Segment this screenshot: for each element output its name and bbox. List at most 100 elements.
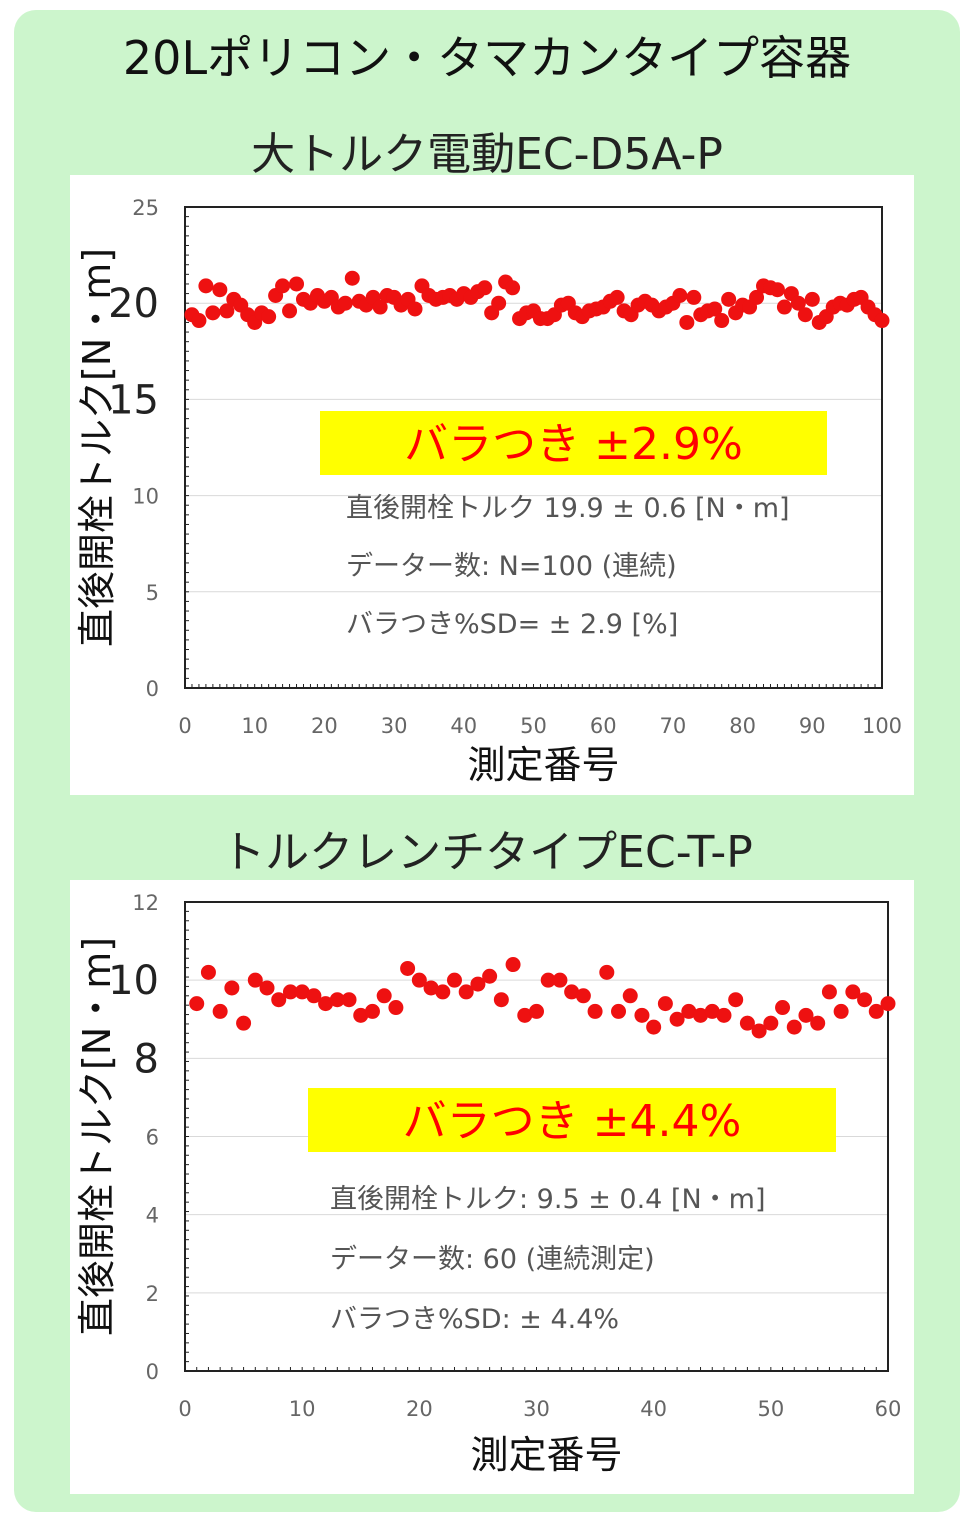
chart2-data-point [880,996,896,1012]
chart2-annotation-2: データー数: 60 (連続測定) [330,1244,655,1275]
chart2-data-point [446,972,462,988]
chart1-data-point [721,291,737,307]
chart2-data-point [529,1003,544,1019]
chart2-data-point [646,1019,662,1035]
chart1-data-point [219,303,235,319]
chart2-y-tick-label: 6 [146,1126,159,1150]
chart2-y-tick-label: 12 [132,891,159,915]
chart1-data-point [289,276,305,292]
chart2-y-tick-label: 4 [146,1204,159,1228]
chart2-annotation-3: バラつき%SD: ± 4.4% [330,1304,619,1335]
chart1-y-axis-label: 直後開栓トルク[N・m] [75,248,119,647]
chart1-data-point [282,303,298,319]
chart2-data-point [212,1003,228,1019]
chart1-data-point [505,280,521,296]
chart1-x-axis-label: 測定番号 [467,743,619,787]
chart2-data-point [318,996,334,1012]
chart1-container: 0 10 20 30 40 50 60 70 80 90 100 0 5 10 15 20 25 測定番号 直後開栓… [70,175,914,795]
chart2-y-tick-label: 8 [134,1036,159,1082]
chart1-x-tick-label: 90 [799,714,826,738]
chart2-data-point [540,972,556,988]
chart2-data-point [681,1003,697,1019]
chart2-x-tick-label: 30 [523,1397,550,1421]
chart2-data-point [857,992,873,1008]
chart1-y-tick-label: 10 [132,485,159,509]
chart2-data-point [247,972,263,988]
chart1-x-tick-label: 10 [241,714,268,738]
chart2-data-point [751,1023,767,1039]
chart1-x-tick-label: 100 [862,714,902,738]
chart2-data-point [868,1003,884,1019]
chart1-annotation-1: 直後開栓トルク 19.9 ± 0.6 [N・m] [346,493,790,524]
chart1-data-point [672,288,688,304]
chart1-data-point [609,289,625,305]
chart2-y-tick-label: 0 [146,1360,159,1384]
chart2-banner-bg [308,1088,836,1152]
chart2-data-point [329,992,345,1008]
chart2-data-point [482,968,498,984]
chart1-x-tick-label: 20 [311,714,338,738]
page-title: 20Lポリコン・タマカンタイプ容器 [122,31,852,85]
chart2-data-point [458,984,474,1000]
chart2-data-point [575,988,591,1004]
chart1-y-tick-label: 0 [146,677,159,701]
chart1-data-point [261,309,277,325]
chart2-plot-frame [184,901,889,1372]
chart2-x-tick-label: 20 [406,1397,433,1421]
chart1-x-tick-label: 50 [520,714,547,738]
chart1-data-point [874,313,890,329]
chart2-subtitle: トルクレンチタイプEC-T-P [221,827,753,878]
chart1-y-tick-label: 25 [132,196,159,220]
chart1-data-point [337,295,353,311]
chart2-data-point [517,1007,533,1023]
chart1-data-point [212,282,228,298]
chart2-data-point [763,1015,779,1031]
chart1-plot-frame [184,206,883,689]
chart2-data-point [599,964,615,980]
chart2-data-point [728,992,744,1008]
chart1-x-tick-label: 80 [729,714,756,738]
chart1-y-tick-label: 20 [108,281,159,327]
chart2-data-point [669,1011,685,1027]
chart1-data-point [797,307,813,323]
chart2-data-point [294,984,310,1000]
chart2-data-point [364,1003,380,1019]
chart1-y-tick-label: 15 [108,377,159,423]
chart2-data-point [845,984,861,1000]
chart2-data-point [423,980,439,996]
chart1-svg: 0 10 20 30 40 50 60 70 80 90 100 0 5 10 15 20 25 測定番号 直後開栓… [75,196,902,787]
chart2-y-tick-label: 2 [146,1282,159,1306]
chart1-banner-bg [320,411,827,475]
chart1-data-point [407,301,423,317]
chart2-svg: 0 10 20 30 40 50 60 0 2 4 6 8 10 12 測定番号 直後開栓トルク[N・m] バラ… [75,891,902,1477]
chart1-data-point [707,301,723,317]
chart2-y-tick-label: 10 [108,958,159,1004]
chart1-data-point [275,278,291,294]
chart2-data-point [775,1000,791,1016]
chart1-data-point [372,299,388,315]
chart2-data-point [353,1007,369,1023]
chart2-x-tick-label: 60 [875,1397,902,1421]
chart2-data-point [341,992,357,1008]
chart2-data-point [505,957,521,973]
chart1-data-point [205,305,221,321]
chart1-data-point [344,270,360,286]
chart2-x-tick-label: 50 [757,1397,784,1421]
chart2-data-point [693,1007,709,1023]
chart2-data-point [552,972,568,988]
chart2-data-point [271,992,287,1008]
chart2-data-point [786,1019,802,1035]
chart1-banner-text: バラつき ±2.9% [404,419,743,470]
chart1-data-point [198,278,214,294]
chart2-container: 0 10 20 30 40 50 60 0 2 4 6 8 10 12 測定番号 直後開栓トルク[N・m] バラ… [70,880,914,1494]
chart1-x-tick-label: 70 [660,714,687,738]
chart1-data-point [769,282,785,298]
chart2-x-tick-label: 10 [289,1397,316,1421]
chart2-data-point [400,960,416,976]
chart2-data-point [236,1015,252,1031]
chart1-x-tick-label: 0 [178,714,191,738]
chart2-data-point [376,988,392,1004]
chart1-data-point [776,299,792,315]
chart2-data-point [282,984,298,1000]
chart2-data-point [411,972,427,988]
